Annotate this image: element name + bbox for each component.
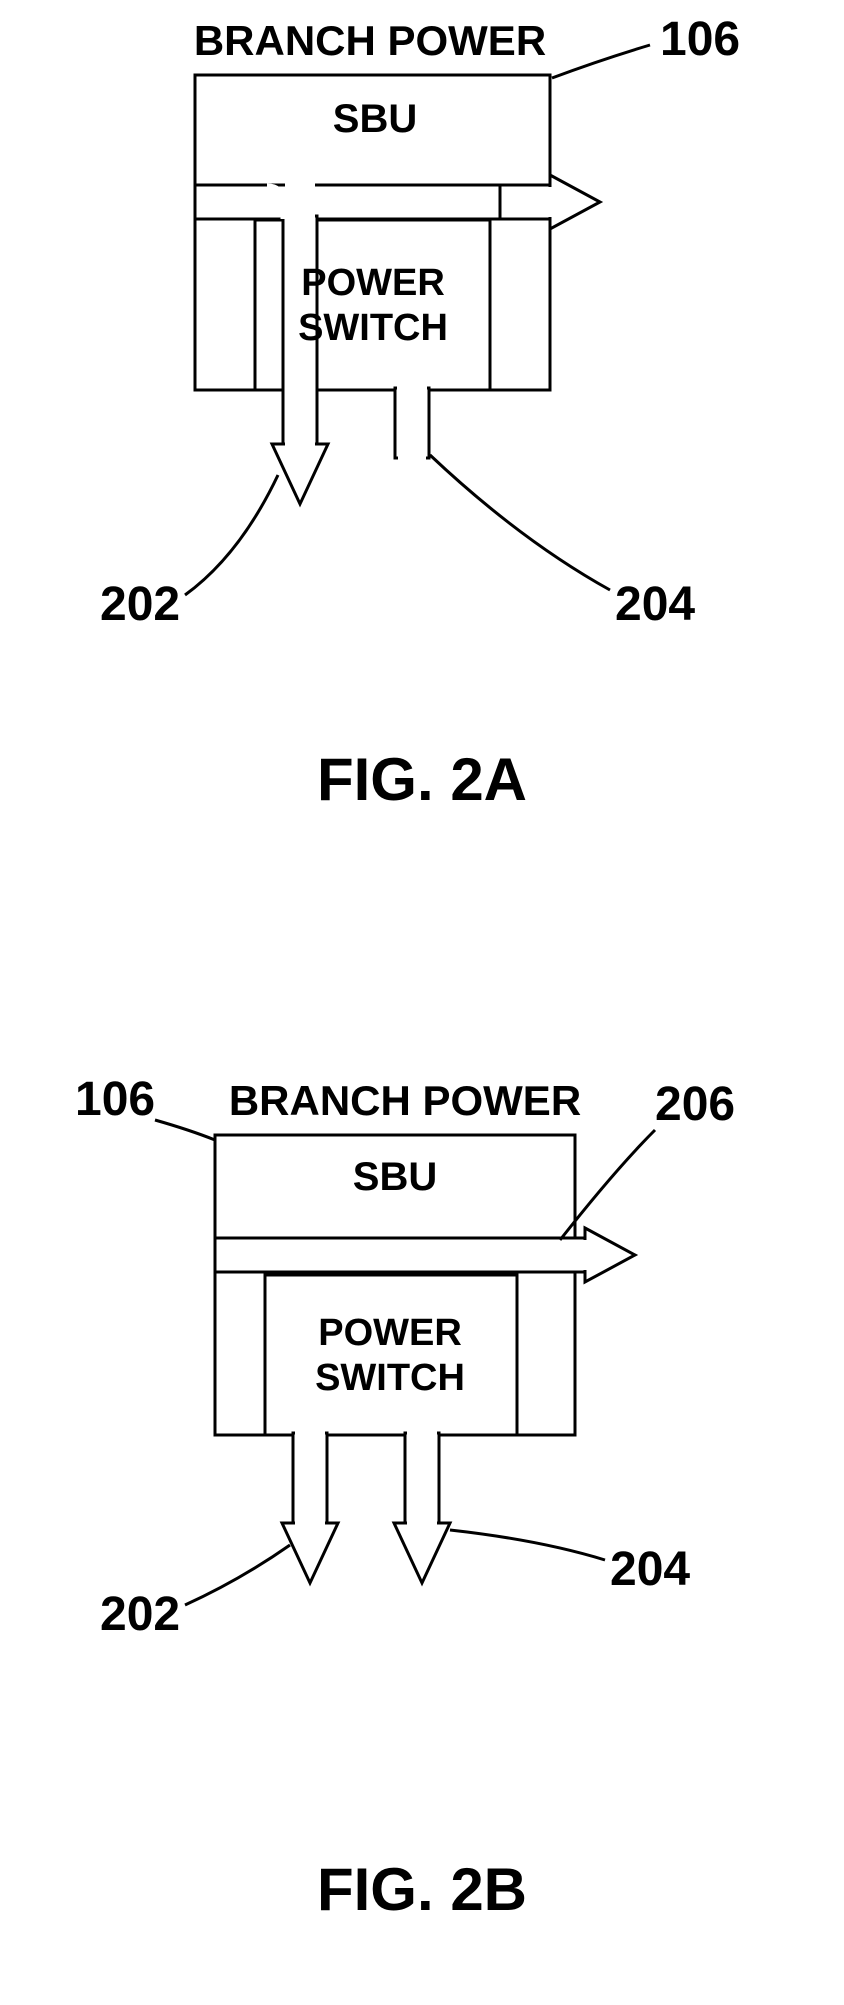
leader-106 (552, 45, 650, 78)
figure-2b: BRANCH POWER SBU POWER SWITCH 106 206 20… (0, 1060, 844, 2000)
down-right-body-b (405, 1433, 439, 1523)
leader-204 (430, 455, 610, 590)
caption-2b: FIG. 2B (317, 1856, 527, 1923)
power-label: POWER (301, 262, 445, 304)
ref-204-b: 204 (610, 1543, 690, 1596)
figure-2a: BRANCH POWER SBU (0, 0, 844, 880)
stub-top-join (397, 385, 427, 393)
caption-2a: FIG. 2A (317, 746, 527, 813)
dl-join-b (295, 1517, 325, 1527)
h-pipe (195, 185, 505, 219)
stub-204 (395, 388, 429, 458)
h-arrow-body-b (215, 1238, 585, 1272)
arrowhead-join (545, 187, 555, 217)
leader-204-b (450, 1530, 605, 1560)
down-left-head-b (282, 1523, 338, 1583)
down-left-body-b (293, 1433, 327, 1523)
switch-label-b: SWITCH (315, 1357, 465, 1399)
branch-power-title: BRANCH POWER (194, 17, 546, 64)
ref-106-b: 106 (75, 1073, 155, 1126)
ref-106: 106 (660, 13, 740, 66)
dr-top-join (407, 1430, 437, 1438)
leader-202-b (185, 1545, 290, 1605)
switch-label: SWITCH (298, 307, 448, 349)
power-label-b: POWER (318, 1312, 462, 1354)
h-pipe-join (502, 187, 512, 217)
sbu-label-b: SBU (353, 1155, 437, 1199)
h-join-b (580, 1240, 590, 1270)
figure-2b-svg: BRANCH POWER SBU POWER SWITCH 106 206 20… (0, 1060, 844, 2000)
down-right-head-b (394, 1523, 450, 1583)
ref-202-b: 202 (100, 1588, 180, 1641)
h-arrowhead-b (585, 1228, 635, 1282)
dl-top-join (295, 1430, 325, 1438)
leader-106-b (155, 1120, 215, 1140)
ref-204: 204 (615, 578, 695, 631)
dr-join-b (407, 1517, 437, 1527)
sbu-label: SBU (333, 97, 417, 141)
power-switch-box-b (265, 1275, 517, 1435)
branch-power-title-b: BRANCH POWER (229, 1077, 581, 1124)
ref-202: 202 (100, 578, 180, 631)
figure-2a-svg: BRANCH POWER SBU (0, 0, 844, 880)
down-join (285, 438, 315, 448)
ref-206-b: 206 (655, 1078, 735, 1131)
